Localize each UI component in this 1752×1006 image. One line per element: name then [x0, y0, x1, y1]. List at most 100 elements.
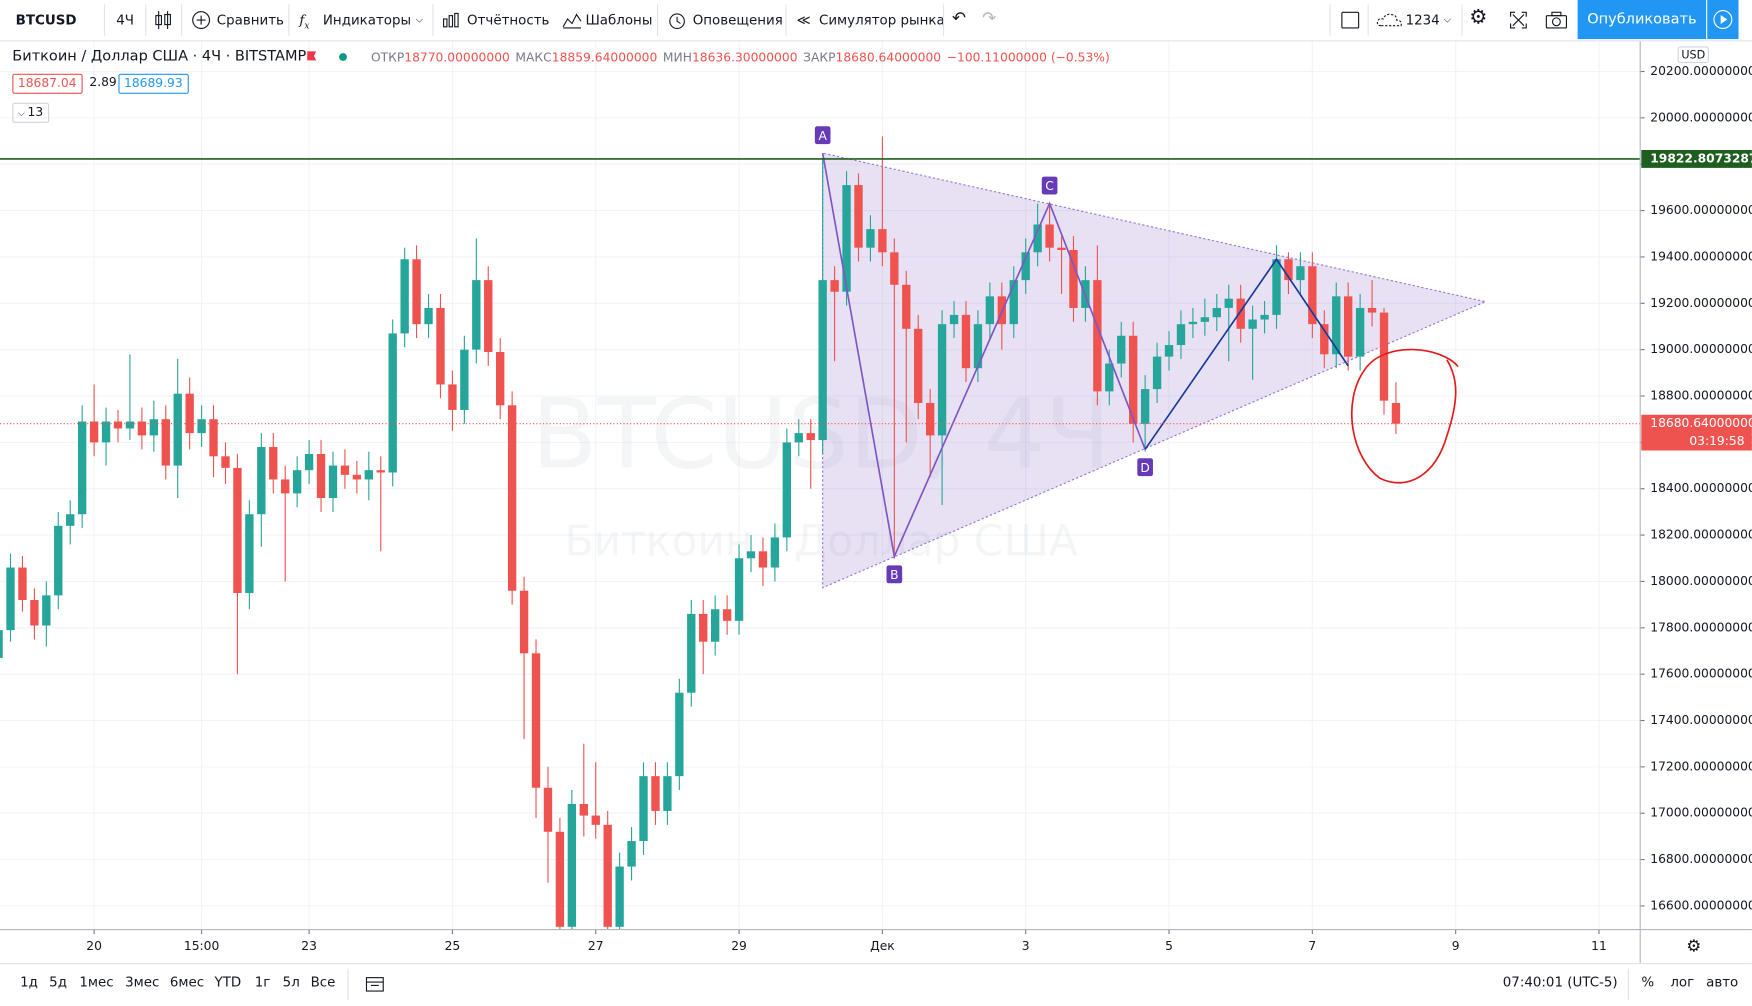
- pattern-point-box: [1137, 458, 1153, 477]
- templates[interactable]: Шаблоны: [585, 12, 653, 28]
- candle-body: [77, 421, 87, 515]
- indicators-toggle[interactable]: ⌵ 13: [12, 102, 49, 123]
- candle-body: [1367, 307, 1377, 313]
- dropdown-caret[interactable]: ⌵: [1443, 14, 1452, 26]
- range-button[interactable]: 5д: [49, 974, 67, 990]
- snapshot[interactable]: [1545, 11, 1568, 29]
- separator: [347, 968, 349, 1000]
- range-button[interactable]: 1мес: [79, 974, 114, 990]
- compare-icon[interactable]: [191, 10, 211, 30]
- countdown: 03:19:58: [1689, 434, 1744, 448]
- alerts[interactable]: Оповещения: [692, 12, 783, 28]
- candle-body: [257, 447, 266, 515]
- candle-body: [18, 567, 27, 600]
- candle-body: [758, 551, 768, 568]
- redo[interactable]: ↷: [982, 7, 997, 28]
- layout-name[interactable]: 1234: [1405, 12, 1440, 28]
- alerts-icon[interactable]: [667, 10, 687, 30]
- compare[interactable]: Сравнить: [216, 12, 284, 28]
- candle-body: [1140, 389, 1150, 424]
- candle-body: [66, 514, 75, 526]
- indicators[interactable]: Индикаторы: [322, 12, 412, 28]
- candle-body: [1212, 307, 1221, 318]
- candle-body: [1391, 402, 1401, 424]
- candle-body: [1045, 224, 1054, 248]
- templates-icon[interactable]: [562, 11, 582, 29]
- candle-body: [854, 185, 863, 248]
- candle-body: [890, 252, 899, 285]
- range-button[interactable]: YTD: [214, 974, 242, 990]
- candle-body: [985, 296, 995, 325]
- candle-body: [233, 467, 242, 594]
- candle-body: [161, 419, 170, 466]
- hline-price-label: 19822.80732871: [1650, 151, 1752, 165]
- range-button[interactable]: 3мес: [125, 974, 160, 990]
- candle-body: [1272, 259, 1281, 315]
- interval[interactable]: 4Ч: [116, 12, 134, 28]
- separator: [656, 4, 659, 36]
- candle-body: [1188, 321, 1198, 325]
- annotation-circle: [1351, 348, 1459, 484]
- fullscreen[interactable]: [1509, 11, 1527, 29]
- candle-body: [973, 324, 983, 369]
- range-button[interactable]: 6мес: [169, 974, 205, 990]
- undo[interactable]: ↶: [951, 7, 966, 28]
- candle-body: [185, 393, 194, 434]
- bid-box[interactable]: 18687.04: [12, 73, 83, 94]
- reports-icon[interactable]: [442, 12, 460, 28]
- y-tick-label: 16800.00000000: [1650, 852, 1752, 866]
- pattern-point-box: [1041, 176, 1058, 195]
- candle-body: [304, 453, 314, 471]
- candle-body: [54, 525, 63, 596]
- market-replay[interactable]: Симулятор рынка: [818, 12, 945, 28]
- chart-style-icon[interactable]: [154, 10, 172, 30]
- candle-body: [627, 841, 636, 867]
- layout-icon[interactable]: [1341, 11, 1360, 29]
- candle-body: [1200, 317, 1210, 322]
- indicators-icon[interactable]: fx: [299, 12, 310, 31]
- publish-button[interactable]: Опубликовать: [1577, 0, 1707, 40]
- clock: 07:40:01 (UTC-5): [1502, 974, 1618, 990]
- toolbar: BTCUSD 4Ч Сравнить fx Индикаторы ⌵ Отчёт…: [0, 0, 1752, 42]
- settings[interactable]: ⚙: [1469, 5, 1488, 30]
- candle-body: [424, 307, 433, 325]
- candle-body: [1343, 296, 1353, 357]
- separator: [432, 4, 434, 36]
- cloud-icon[interactable]: [1376, 12, 1404, 28]
- ohlc-row: ОТКР18770.00000000 МАКС18859.64000000 МИН1…: [371, 50, 1110, 65]
- auto-toggle[interactable]: авто: [1706, 974, 1739, 990]
- range-button[interactable]: 1д: [20, 974, 38, 990]
- candle-body: [722, 609, 732, 621]
- ohlc-label: ОТКР: [370, 50, 405, 65]
- ohlc-label: ЗАКР: [803, 50, 836, 65]
- goto-date[interactable]: [365, 975, 384, 992]
- separator: [145, 4, 147, 36]
- dropdown-caret[interactable]: ⌵: [415, 14, 424, 26]
- symbol[interactable]: BTCUSD: [15, 12, 77, 28]
- percent-toggle[interactable]: %: [1641, 974, 1655, 990]
- x-tick-label: 15:00: [184, 939, 219, 953]
- candle-body: [484, 280, 493, 352]
- candle-body: [89, 421, 99, 443]
- separator: [103, 4, 106, 36]
- candle-body: [173, 393, 182, 466]
- reports[interactable]: Отчётность: [467, 12, 550, 28]
- separator: [181, 4, 183, 36]
- ask-box[interactable]: 18689.93: [118, 73, 189, 94]
- replay-icon[interactable]: ≪: [796, 12, 811, 28]
- ohlc-value: 18859.64000000: [551, 50, 658, 65]
- candle-body: [567, 803, 577, 927]
- publish-video-button[interactable]: [1707, 0, 1739, 40]
- range-button[interactable]: 1г: [254, 974, 271, 990]
- log-toggle[interactable]: лог: [1670, 974, 1695, 990]
- candle-body: [1093, 280, 1102, 392]
- separator: [943, 4, 945, 36]
- y-tick-label: 17600.00000000: [1650, 667, 1752, 681]
- x-tick-label: 25: [445, 939, 461, 953]
- range-button[interactable]: 5л: [282, 974, 300, 990]
- pattern-line: [821, 152, 1146, 560]
- range-button[interactable]: Все: [310, 974, 336, 990]
- candle-body: [340, 465, 350, 475]
- caret: ⌵: [17, 108, 28, 119]
